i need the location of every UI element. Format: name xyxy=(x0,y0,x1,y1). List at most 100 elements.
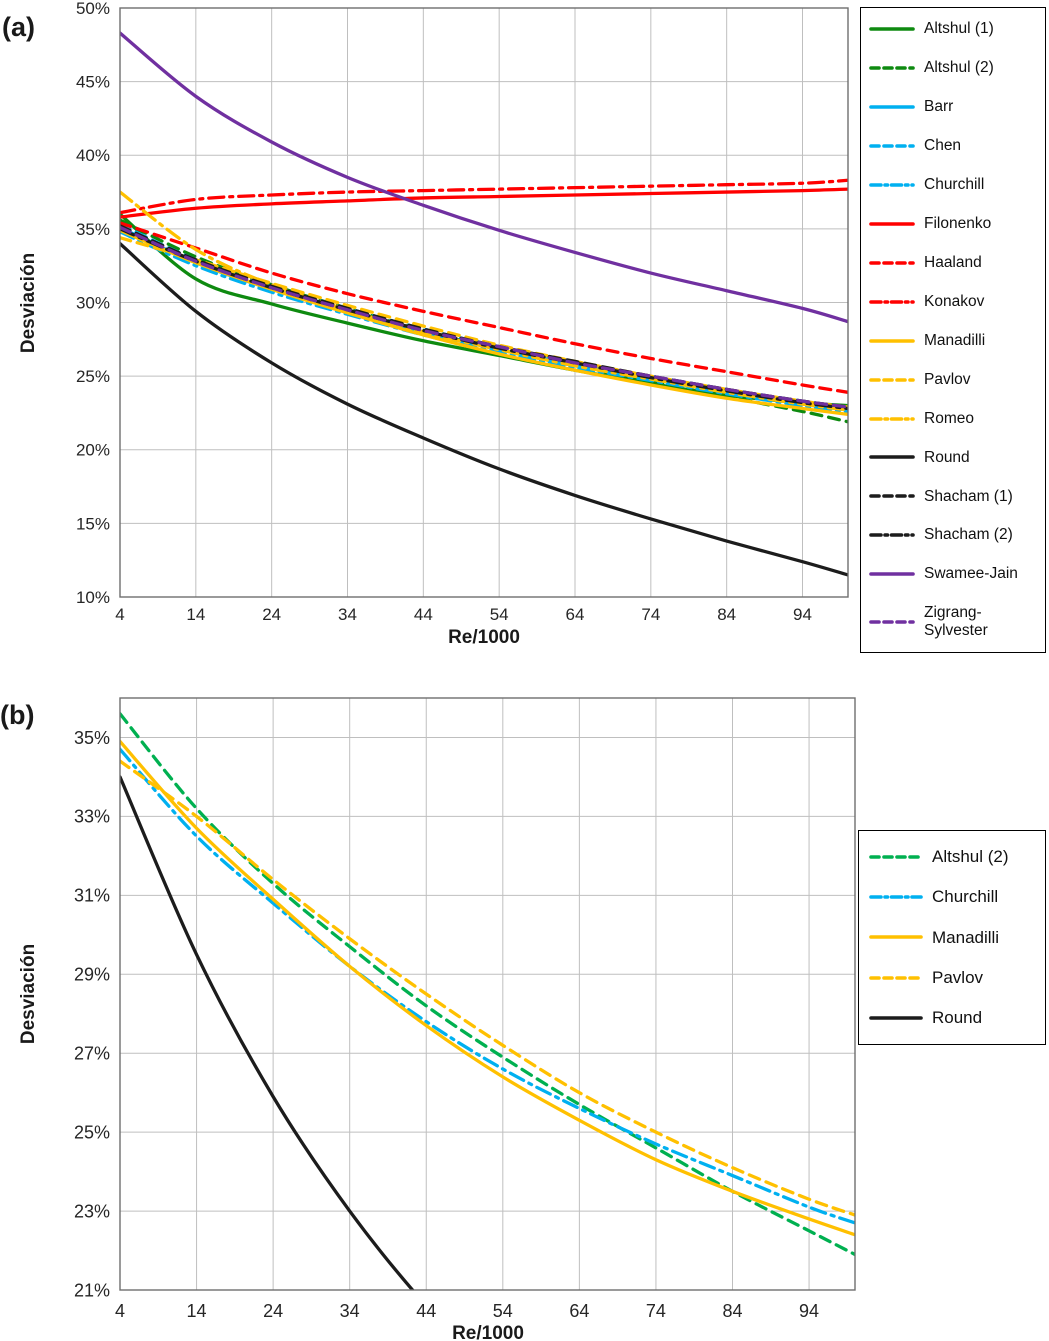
series-line-pavlov xyxy=(120,236,848,409)
legend-label: Round xyxy=(932,1008,983,1028)
panel-b-label: (b) xyxy=(0,700,35,730)
legend-label: Pavlov xyxy=(924,370,971,388)
x-tick-label: 74 xyxy=(641,605,660,624)
legend-item-altshul-2: Altshul (2) xyxy=(869,59,1037,77)
legend-label: Konakov xyxy=(924,292,985,310)
x-tick-label: 94 xyxy=(799,1301,819,1321)
series-line-pavlov xyxy=(120,759,855,1217)
legend-swatch-churchill xyxy=(869,183,915,187)
legend-item-zigrang-sylvester: Zigrang-Sylvester xyxy=(869,604,1037,640)
y-tick-label: 15% xyxy=(76,514,110,533)
series-line-shacham-2 xyxy=(120,227,848,411)
legend-swatch-altshul-2 xyxy=(869,854,923,859)
legend-swatch-filonenko xyxy=(869,221,915,226)
x-tick-label: 34 xyxy=(338,605,357,624)
y-tick-label: 20% xyxy=(76,441,110,460)
legend-swatch-romeo xyxy=(869,416,915,421)
series-line-manadilli xyxy=(120,739,855,1237)
legend-item-pavlov: Pavlov xyxy=(869,371,1037,389)
legend-item-swamee-jain: Swamee-Jain xyxy=(869,565,1037,583)
x-tick-label: 4 xyxy=(115,605,124,624)
series-line-swamee-jain xyxy=(120,31,848,324)
y-tick-label: 40% xyxy=(76,146,110,165)
y-tick-label: 30% xyxy=(76,293,110,312)
y-tick-label: 45% xyxy=(76,73,110,92)
y-tick-label: 35% xyxy=(74,728,110,748)
tick-labels: 4 14 24 34 44 54 64 74 84 94 21% 23% 25% 27% 29% 31% 33%… xyxy=(74,728,819,1321)
legend-label: Altshul (1) xyxy=(924,20,994,38)
y-tick-label: 23% xyxy=(74,1201,110,1221)
x-tick-label: 14 xyxy=(187,1301,207,1321)
legend-label: Barr xyxy=(924,98,954,115)
legend-label: Churchill xyxy=(924,175,985,193)
legend-swatch-pavlov xyxy=(869,377,915,382)
x-tick-label: 74 xyxy=(646,1301,666,1321)
series-line-churchill xyxy=(120,747,855,1225)
legend-item-altshul-2: Altshul (2) xyxy=(869,847,1035,867)
legend-label: Shacham (2) xyxy=(924,526,1013,544)
legend-item-shacham-1: Shacham (1) xyxy=(869,487,1037,505)
legend-label: Round xyxy=(924,448,970,466)
legend-label: Manadilli xyxy=(924,331,986,349)
y-tick-label: 50% xyxy=(76,0,110,18)
chart-b-x-axis-title: Re/1000 xyxy=(452,1323,524,1341)
legend-label: Manadilli xyxy=(932,927,1000,947)
x-tick-label: 54 xyxy=(490,605,509,624)
legend-swatch-chen xyxy=(869,144,915,148)
y-tick-label: 29% xyxy=(74,965,110,985)
legend-swatch-zigrang-sylvester xyxy=(869,620,915,624)
legend-swatch-shacham-1 xyxy=(869,494,915,499)
legend-item-churchill: Churchill xyxy=(869,887,1035,907)
series-line-barr xyxy=(120,225,848,412)
legend-item-round: Round xyxy=(869,1008,1035,1028)
y-tick-label: 31% xyxy=(74,886,110,906)
gridlines xyxy=(119,7,848,598)
legend-swatch-manadilli xyxy=(869,935,923,940)
legend-label: Romeo xyxy=(924,409,974,427)
chart-a-legend: Altshul (1) Altshul (2) Barr Chen Churchill F… xyxy=(860,7,1046,653)
series-line-round xyxy=(120,775,415,1290)
y-tick-label: 21% xyxy=(74,1280,110,1300)
legend-label: Swamee-Jain xyxy=(924,565,1018,583)
plot-border xyxy=(119,7,849,598)
y-tick-label: 25% xyxy=(76,367,110,386)
legend-swatch-swamee-jain xyxy=(869,572,915,577)
legend-swatch-pavlov xyxy=(869,976,923,980)
series-line-konakov xyxy=(120,178,848,215)
legend-item-haaland: Haaland xyxy=(869,254,1037,272)
series-line-zigrang-sylvester xyxy=(120,225,848,409)
series-line-filonenko xyxy=(120,187,848,219)
legend-label: Zigrang-Sylvester xyxy=(924,604,988,640)
chart-b-svg: Desviación Re/1000 4 14 24 34 44 54 64 74 84 94 21… xyxy=(18,697,856,1341)
legend-item-barr: Barr xyxy=(869,98,1037,116)
series-line-haaland xyxy=(120,221,848,394)
x-tick-label: 24 xyxy=(263,1301,283,1321)
legend-swatch-round xyxy=(869,1016,923,1021)
legend-swatch-altshul-1 xyxy=(869,27,915,31)
x-tick-label: 34 xyxy=(340,1301,360,1321)
panel-a-label: (a) xyxy=(2,12,35,42)
legend-label: Filonenko xyxy=(924,214,992,232)
tick-labels: 4 14 24 34 44 54 64 74 84 94 10% 15% 20% 25% 30% 35% 40%… xyxy=(76,0,812,624)
chart-a-x-axis-title: Re/1000 xyxy=(448,627,520,648)
x-tick-label: 64 xyxy=(569,1301,589,1321)
x-tick-label: 64 xyxy=(566,605,585,624)
x-tick-label: 54 xyxy=(493,1301,513,1321)
legend-item-romeo: Romeo xyxy=(869,410,1037,428)
gridlines xyxy=(119,698,855,1291)
legend-item-filonenko: Filonenko xyxy=(869,215,1037,233)
y-tick-label: 35% xyxy=(76,220,110,239)
legend-swatch-churchill xyxy=(869,895,923,899)
legend-swatch-manadilli xyxy=(869,338,915,343)
chart-a-y-axis-title: Desviación xyxy=(18,253,39,353)
series-line-round xyxy=(120,241,848,577)
x-tick-label: 94 xyxy=(793,605,812,624)
legend-item-shacham-2: Shacham (2) xyxy=(869,526,1037,544)
legend-item-manadilli: Manadilli xyxy=(869,332,1037,350)
legend-label: Haaland xyxy=(924,253,982,271)
x-tick-label: 4 xyxy=(115,1301,125,1321)
legend-swatch-haaland xyxy=(869,260,915,265)
legend-item-pavlov: Pavlov xyxy=(869,968,1035,988)
legend-item-konakov: Konakov xyxy=(869,293,1037,311)
